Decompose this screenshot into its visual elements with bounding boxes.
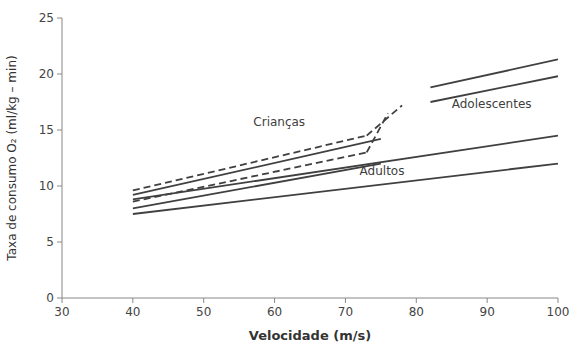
- y-tick-label: 10: [39, 179, 54, 193]
- y-tick: [57, 18, 62, 19]
- y-tick: [57, 130, 62, 131]
- annotation: Adultos: [360, 164, 405, 178]
- x-tick-label: 50: [196, 305, 211, 319]
- y-tick-label: 0: [46, 291, 54, 305]
- x-tick-label: 80: [409, 305, 424, 319]
- chart: 30 40 50 60 70 80 90 100 0 5 10 15 20 25 Velocidade (m…: [0, 0, 580, 350]
- x-tick: [416, 298, 417, 303]
- line: [133, 164, 558, 214]
- y-tick-label: 5: [46, 235, 54, 249]
- x-tick-label: 30: [54, 305, 69, 319]
- annotation: Crianças: [253, 115, 305, 129]
- y-tick: [57, 298, 62, 299]
- line: [367, 113, 388, 152]
- line: [430, 59, 558, 87]
- y-tick-label: 25: [39, 11, 54, 25]
- y-tick: [57, 242, 62, 243]
- y-axis-line: [62, 18, 63, 298]
- x-tick: [345, 298, 346, 303]
- x-tick: [274, 298, 275, 303]
- annotations: Crianças Adolescentes Adultos: [253, 97, 531, 178]
- y-tick: [57, 74, 62, 75]
- x-tick-label: 40: [125, 305, 140, 319]
- line: [133, 136, 558, 200]
- x-tick: [487, 298, 488, 303]
- y-tick: [57, 186, 62, 187]
- x-tick-label: 60: [267, 305, 282, 319]
- x-tick-label: 70: [338, 305, 353, 319]
- x-tick: [203, 298, 204, 303]
- y-axis-label: Taxa de consumo O₂ (ml/kg – min): [5, 55, 19, 261]
- lines: [133, 59, 558, 214]
- annotation: Adolescentes: [452, 97, 532, 111]
- x-tick-label: 100: [547, 305, 570, 319]
- x-axis-line: [62, 298, 558, 299]
- x-tick: [132, 298, 133, 303]
- y-tick-label: 15: [39, 123, 54, 137]
- x-tick: [62, 298, 63, 303]
- axes: 30 40 50 60 70 80 90 100 0 5 10 15 20 25: [39, 11, 570, 319]
- x-tick: [558, 298, 559, 303]
- x-tick-label: 90: [480, 305, 495, 319]
- y-tick-label: 20: [39, 67, 54, 81]
- line: [133, 164, 381, 209]
- x-axis-label: Velocidade (m/s): [249, 328, 371, 343]
